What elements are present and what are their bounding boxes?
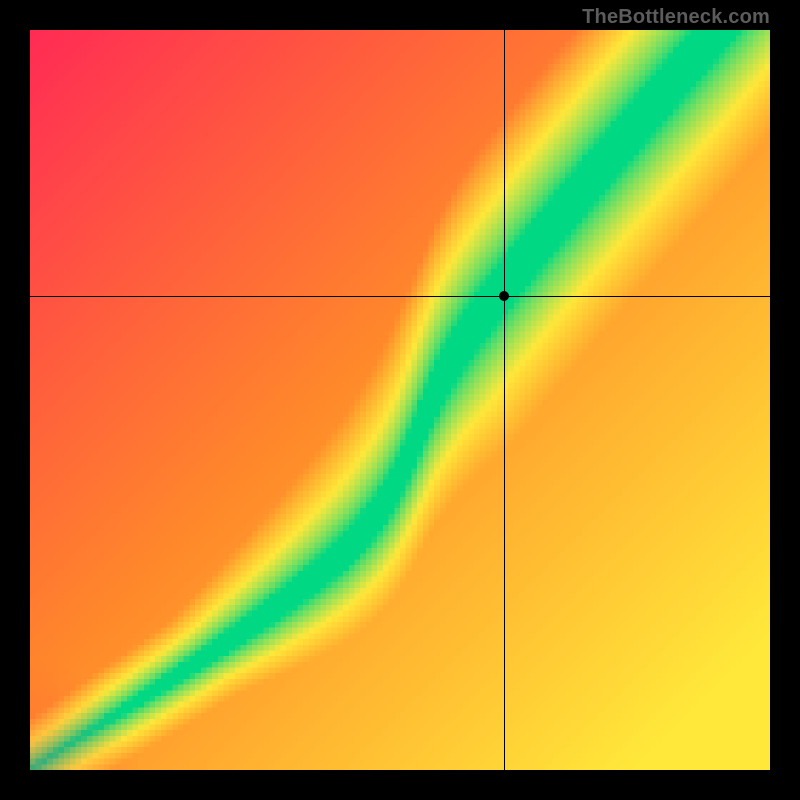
heatmap-canvas	[30, 30, 770, 770]
chart-root: { "watermark": { "text": "TheBottleneck.…	[0, 0, 800, 800]
heatmap-plot	[30, 30, 770, 770]
watermark-text: TheBottleneck.com	[582, 6, 770, 29]
